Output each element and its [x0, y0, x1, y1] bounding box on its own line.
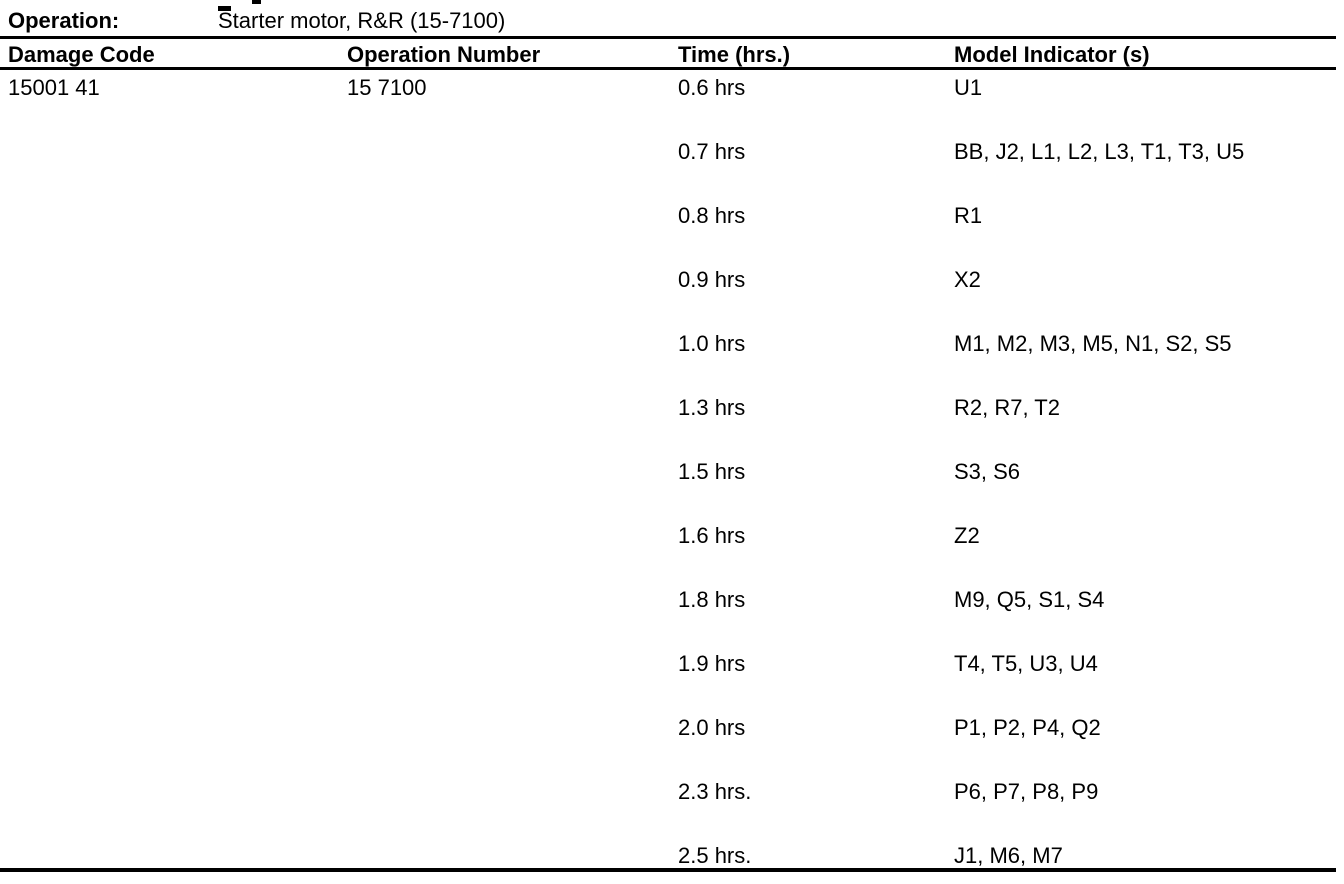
- model-indicators-cell: R2, R7, T2: [954, 395, 1060, 420]
- time-cell: 2.3 hrs.: [678, 779, 752, 804]
- table-row: 1.5 hrs S3, S6: [0, 456, 1344, 520]
- time-cell: 0.6 hrs: [678, 75, 746, 100]
- table-header-row: Damage Code Operation Number Time (hrs.)…: [0, 42, 1344, 68]
- table-row: 0.9 hrs X2: [0, 264, 1344, 328]
- damage-code-cell: [0, 712, 347, 776]
- time-cell: 0.8 hrs: [678, 203, 746, 228]
- damage-code-cell: [0, 584, 347, 648]
- damage-code-cell: [0, 520, 347, 584]
- operation-label: Operation:: [8, 8, 120, 33]
- model-indicators-cell: T4, T5, U3, U4: [954, 651, 1098, 676]
- operation-number-cell: [347, 136, 678, 200]
- cropped-text-fragment: [252, 0, 261, 4]
- horizontal-rule-header: [0, 67, 1336, 70]
- table-row: 1.3 hrs R2, R7, T2: [0, 392, 1344, 456]
- operation-number-cell: 15 7100: [347, 75, 427, 100]
- table-row: 2.0 hrs P1, P2, P4, Q2: [0, 712, 1344, 776]
- damage-code-cell: [0, 200, 347, 264]
- operation-number-cell: [347, 200, 678, 264]
- time-cell: 1.9 hrs: [678, 651, 746, 676]
- operation-number-cell: [347, 712, 678, 776]
- model-indicators-cell: P1, P2, P4, Q2: [954, 715, 1101, 740]
- table-row: 1.0 hrs M1, M2, M3, M5, N1, S2, S5: [0, 328, 1344, 392]
- model-indicators-cell: M1, M2, M3, M5, N1, S2, S5: [954, 331, 1232, 356]
- operation-number-cell: [347, 584, 678, 648]
- time-cell: 1.8 hrs: [678, 587, 746, 612]
- column-header-damage-code: Damage Code: [8, 42, 155, 67]
- operation-number-cell: [347, 776, 678, 840]
- table-body: 15001 41 15 7100 0.6 hrs U1 0.7 hrs BB, …: [0, 72, 1344, 884]
- table-row: 2.5 hrs. J1, M6, M7: [0, 840, 1344, 884]
- damage-code-cell: [0, 136, 347, 200]
- horizontal-rule-top: [0, 36, 1336, 39]
- table-row: 1.6 hrs Z2: [0, 520, 1344, 584]
- damage-code-cell: 15001 41: [8, 75, 100, 100]
- damage-code-cell: [0, 392, 347, 456]
- model-indicators-cell: S3, S6: [954, 459, 1021, 484]
- model-indicators-cell: Z2: [954, 523, 980, 548]
- model-indicators-cell: X2: [954, 267, 981, 292]
- table-row: 1.9 hrs T4, T5, U3, U4: [0, 648, 1344, 712]
- model-indicators-cell: P6, P7, P8, P9: [954, 779, 1099, 804]
- time-cell: 1.5 hrs: [678, 459, 746, 484]
- column-header-model-indicators: Model Indicator (s): [954, 42, 1150, 67]
- operation-number-cell: [347, 648, 678, 712]
- model-indicators-cell: U1: [954, 75, 983, 100]
- operation-number-cell: [347, 328, 678, 392]
- table-row: 2.3 hrs. P6, P7, P8, P9: [0, 776, 1344, 840]
- time-cell: 0.7 hrs: [678, 139, 746, 164]
- model-indicators-cell: J1, M6, M7: [954, 843, 1063, 868]
- time-cell: 1.3 hrs: [678, 395, 746, 420]
- horizontal-rule-bottom: [0, 868, 1336, 872]
- operation-header-row: Operation: Starter motor, R&R (15-7100): [8, 8, 505, 34]
- model-indicators-cell: M9, Q5, S1, S4: [954, 587, 1105, 612]
- time-cell: 2.5 hrs.: [678, 843, 752, 868]
- damage-code-cell: [0, 456, 347, 520]
- operation-number-cell: [347, 840, 678, 884]
- operation-number-cell: [347, 520, 678, 584]
- time-cell: 1.6 hrs: [678, 523, 746, 548]
- damage-code-cell: [0, 328, 347, 392]
- time-cell: 2.0 hrs: [678, 715, 746, 740]
- cropped-text-fragment: [218, 6, 231, 11]
- damage-code-cell: [0, 840, 347, 884]
- operation-number-cell: [347, 392, 678, 456]
- table-row: 0.7 hrs BB, J2, L1, L2, L3, T1, T3, U5: [0, 136, 1344, 200]
- time-cell: 1.0 hrs: [678, 331, 746, 356]
- operation-number-cell: [347, 264, 678, 328]
- table-row: 15001 41 15 7100 0.6 hrs U1: [0, 72, 1344, 136]
- model-indicators-cell: BB, J2, L1, L2, L3, T1, T3, U5: [954, 139, 1245, 164]
- damage-code-cell: [0, 648, 347, 712]
- damage-code-cell: [0, 776, 347, 840]
- table-row: 1.8 hrs M9, Q5, S1, S4: [0, 584, 1344, 648]
- damage-code-cell: [0, 264, 347, 328]
- time-cell: 0.9 hrs: [678, 267, 746, 292]
- model-indicators-cell: R1: [954, 203, 983, 228]
- operation-value: Starter motor, R&R (15-7100): [218, 8, 506, 33]
- column-header-time: Time (hrs.): [678, 42, 791, 67]
- operation-number-cell: [347, 456, 678, 520]
- column-header-operation-number: Operation Number: [347, 42, 541, 67]
- table-row: 0.8 hrs R1: [0, 200, 1344, 264]
